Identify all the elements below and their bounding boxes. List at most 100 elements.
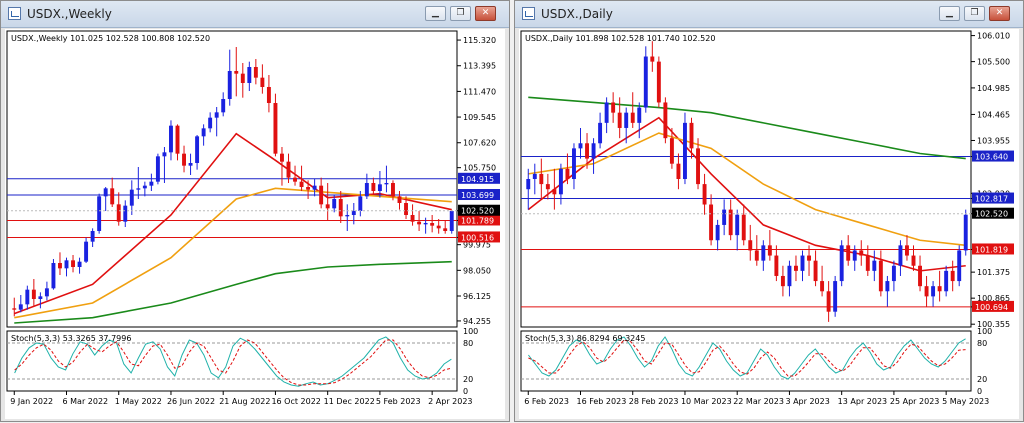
chart-background	[5, 29, 505, 419]
candle-body	[260, 77, 265, 87]
moving-average-line	[13, 132, 452, 315]
oscillator-level-label: 20	[977, 375, 987, 384]
price-tick-label: 106.010	[977, 32, 1010, 41]
chart-window-icon	[522, 7, 535, 20]
candle-body	[807, 255, 811, 261]
candle-body	[539, 173, 544, 185]
candle-body	[325, 204, 330, 209]
last-price-label: 102.520	[461, 207, 494, 216]
price-tick-label: 99.975	[463, 241, 491, 250]
chart-window-weekly[interactable]: USDX.,Weekly ▁ ❐ ✕ 115.320 113.395 111.470…	[0, 0, 510, 422]
window-title: USDX.,Weekly	[27, 7, 112, 21]
candle-body	[77, 261, 82, 267]
title-bar[interactable]: USDX.,Weekly ▁ ❐ ✕	[1, 1, 509, 28]
candle-body	[391, 183, 395, 197]
level-label-box	[458, 214, 500, 226]
chart-window-daily[interactable]: USDX.,Daily ▁ ❐ ✕ 106.010 105.500 104.985 1…	[514, 0, 1024, 422]
time-tick-label: 22 Mar 2023	[733, 397, 784, 406]
candle-body	[891, 265, 896, 282]
chart-header-text: USDX.,Daily 101.898 102.528 101.740 102.…	[525, 34, 715, 43]
time-tick-label: 21 Aug 2022	[219, 397, 270, 406]
candle-body	[611, 102, 616, 113]
candle-body	[97, 196, 102, 231]
title-bar[interactable]: USDX.,Daily ▁ ❐ ✕	[515, 1, 1023, 28]
restore-button[interactable]: ❐	[450, 6, 471, 21]
candle-body	[162, 152, 167, 157]
candle-body	[937, 286, 942, 292]
candle-body	[136, 188, 141, 190]
candle-body	[558, 168, 563, 195]
weekly-chart-svg[interactable]: 115.320 113.395 111.470 109.545 107.620 105.7…	[5, 29, 505, 419]
close-button[interactable]: ✕	[989, 6, 1010, 21]
candle-body	[572, 148, 576, 179]
minimize-button[interactable]: ▁	[939, 6, 960, 21]
price-tick-label: 109.545	[463, 113, 496, 122]
candle-body	[585, 143, 589, 159]
price-tick-label: 94.255	[463, 317, 491, 326]
candle-body	[905, 245, 909, 256]
time-tick-label: 28 Feb 2023	[629, 397, 679, 406]
candle-body	[924, 286, 929, 297]
candle-body	[247, 67, 252, 83]
level-label: 101.789	[461, 216, 494, 225]
level-label: 100.694	[975, 303, 1008, 312]
time-tick-label: 16 Feb 2023	[577, 397, 627, 406]
oscillator-panel-frame	[520, 330, 972, 392]
candle-body	[286, 161, 291, 178]
candle-body	[410, 215, 415, 222]
candle-body	[338, 199, 343, 217]
candle-body	[449, 211, 454, 231]
candle-body	[266, 87, 271, 103]
candle-body	[872, 260, 877, 271]
candle-body	[656, 61, 661, 103]
stochastic-main-line	[528, 336, 966, 380]
time-tick-label: 6 Mar 2022	[63, 397, 109, 406]
chart-area[interactable]: 106.010 105.500 104.985 104.465 103.955 103.6…	[519, 29, 1019, 423]
candle-body	[885, 281, 890, 292]
oscillator-level-label: 80	[977, 339, 987, 348]
chart-area[interactable]: 115.320 113.395 111.470 109.545 107.620 105.7…	[5, 29, 505, 423]
restore-button[interactable]: ❐	[964, 6, 985, 21]
price-tick-label: 113.395	[463, 62, 496, 71]
candle-body	[358, 196, 363, 211]
candle-body	[728, 209, 733, 236]
level-label: 100.516	[461, 233, 494, 242]
daily-chart-svg[interactable]: 106.010 105.500 104.985 104.465 103.955 103.6…	[519, 29, 1019, 419]
candle-body	[604, 102, 609, 123]
candle-body	[423, 223, 428, 225]
candle-body	[630, 112, 635, 123]
candle-body	[188, 163, 193, 166]
moving-average-line	[14, 187, 452, 319]
minimize-button[interactable]: ▁	[425, 6, 446, 21]
level-label-box	[972, 192, 1014, 204]
price-panel-frame	[520, 30, 972, 328]
price-tick-label: 96.125	[463, 292, 491, 301]
oscillator-level-label: 20	[463, 375, 473, 384]
time-tick-label: 6 Feb 2023	[524, 397, 569, 406]
candle-body	[25, 289, 30, 305]
candle-body	[155, 156, 160, 182]
price-tick-label: 105.750	[463, 164, 496, 173]
candle-body	[142, 185, 147, 189]
candle-body	[944, 270, 949, 292]
candle-body	[31, 289, 36, 299]
candle-body	[950, 270, 955, 282]
candle-body	[404, 203, 408, 215]
candle-body	[754, 250, 759, 261]
close-button[interactable]: ✕	[475, 6, 496, 21]
candle-body	[299, 181, 304, 187]
candle-body	[273, 103, 278, 154]
candle-body	[377, 184, 382, 191]
candle-body	[240, 73, 245, 83]
candle-body	[780, 275, 785, 287]
candle-body	[761, 245, 766, 261]
candle-body	[800, 255, 805, 271]
candle-body	[918, 265, 922, 287]
candle-body	[182, 153, 186, 166]
time-tick-label: 26 Jun 2022	[167, 397, 215, 406]
moving-average-line	[528, 132, 966, 247]
candle-body	[591, 143, 596, 159]
candle-body	[650, 56, 655, 62]
candle-body	[637, 107, 642, 123]
level-label: 103.699	[461, 191, 494, 200]
